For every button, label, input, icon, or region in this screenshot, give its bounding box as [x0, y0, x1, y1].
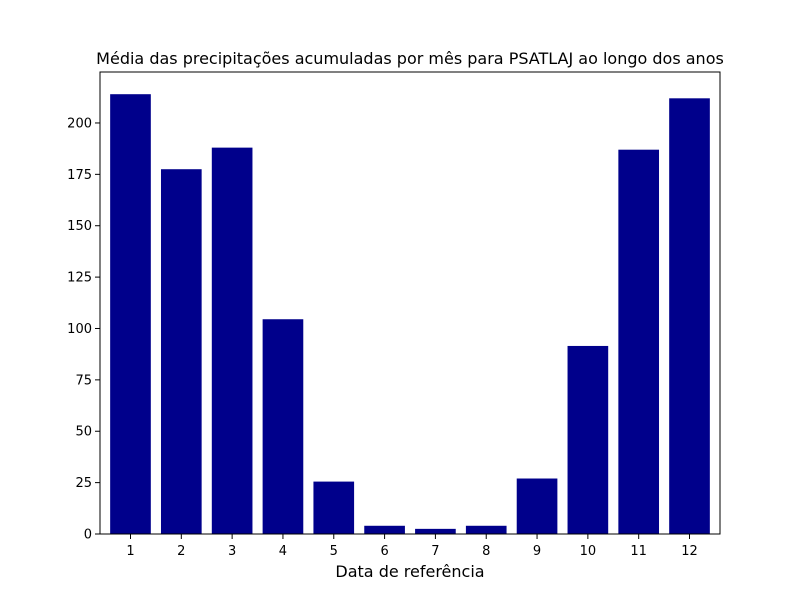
bars-layer [110, 94, 710, 534]
x-tick-label: 1 [126, 544, 134, 559]
bar-month-10 [567, 345, 609, 534]
x-tick-label: 2 [177, 544, 185, 559]
x-tick-label: 8 [482, 544, 490, 559]
x-tick-label: 3 [228, 544, 236, 559]
y-tick-label: 175 [67, 168, 92, 183]
bar-month-6 [364, 525, 405, 534]
x-tick-label: 7 [431, 544, 439, 559]
chart-title: Média das precipitações acumuladas por m… [96, 49, 724, 68]
bar-month-2 [160, 169, 202, 534]
y-tick-label: 25 [75, 476, 92, 491]
x-tick-label: 10 [580, 544, 597, 559]
y-tick-label: 50 [75, 425, 92, 440]
bar-month-8 [465, 525, 507, 534]
x-tick-label: 5 [330, 544, 338, 559]
y-tick-label: 0 [84, 528, 92, 543]
y-tick-label: 150 [67, 219, 92, 234]
bar-month-1 [110, 94, 151, 534]
x-tick-label: 9 [533, 544, 541, 559]
y-tick-label: 75 [75, 373, 92, 388]
bar-month-7 [415, 528, 456, 534]
bar-month-9 [516, 478, 558, 534]
bar-month-4 [262, 319, 304, 534]
bar-month-11 [618, 149, 660, 534]
plot-frame [99, 71, 721, 535]
y-tick-label: 100 [67, 322, 92, 337]
x-tick-label: 6 [380, 544, 388, 559]
bar-month-12 [669, 98, 710, 534]
y-tick-label: 125 [67, 271, 92, 286]
x-tick-label: 11 [630, 544, 647, 559]
bar-month-5 [313, 481, 355, 534]
x-axis-label: Data de referência [335, 562, 484, 581]
x-tick-label: 12 [681, 544, 698, 559]
y-tick-label: 200 [67, 116, 92, 131]
bar-month-3 [211, 147, 253, 534]
x-tick-label: 4 [279, 544, 287, 559]
